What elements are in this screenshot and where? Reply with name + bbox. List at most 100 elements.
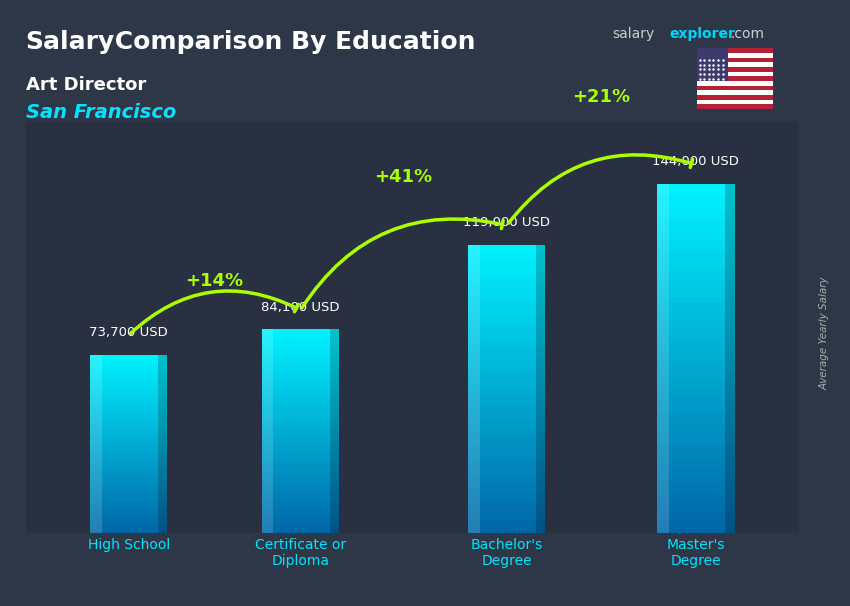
Bar	[468, 472, 546, 476]
Bar	[657, 319, 734, 324]
Bar	[90, 395, 167, 397]
Bar	[697, 58, 774, 62]
Bar	[262, 355, 339, 358]
Bar	[262, 429, 339, 431]
Bar	[262, 531, 339, 533]
Bar	[468, 400, 546, 404]
Bar	[90, 426, 167, 428]
Bar	[657, 485, 734, 490]
Bar	[90, 491, 167, 493]
Bar	[468, 291, 546, 295]
Bar	[468, 487, 546, 490]
Bar	[262, 421, 339, 424]
Bar	[657, 337, 734, 341]
Bar	[262, 396, 339, 398]
Bar	[468, 530, 546, 533]
Bar	[468, 339, 546, 342]
Text: .com: .com	[730, 27, 764, 41]
Bar	[657, 490, 734, 494]
Text: Average Yearly Salary: Average Yearly Salary	[819, 276, 830, 390]
Bar	[262, 385, 339, 388]
Bar	[468, 468, 546, 472]
Bar	[697, 86, 774, 90]
Bar	[90, 478, 167, 480]
Bar	[90, 531, 167, 533]
Bar	[90, 488, 167, 491]
Bar	[468, 465, 546, 468]
Bar	[657, 516, 734, 520]
Bar	[468, 483, 546, 487]
Bar	[262, 383, 339, 385]
Bar	[657, 438, 734, 442]
Bar	[262, 457, 339, 459]
Bar	[90, 464, 167, 466]
Bar	[262, 472, 339, 474]
Bar	[90, 458, 167, 459]
Bar	[262, 454, 339, 457]
Bar	[90, 361, 167, 364]
Bar	[262, 378, 339, 381]
Bar	[90, 417, 167, 419]
Bar	[90, 377, 167, 379]
Bar	[468, 281, 546, 284]
Bar	[262, 419, 339, 421]
Bar	[697, 48, 774, 53]
Bar	[262, 518, 339, 521]
Bar	[468, 346, 546, 350]
Bar	[657, 394, 734, 398]
Bar	[657, 193, 734, 198]
Bar	[262, 375, 339, 378]
Bar	[468, 476, 546, 479]
Bar	[262, 493, 339, 495]
Bar	[657, 184, 734, 188]
Bar	[468, 302, 546, 306]
Bar	[262, 347, 339, 350]
Bar	[262, 485, 339, 487]
Bar	[262, 521, 339, 523]
Bar	[657, 324, 734, 328]
Bar	[262, 487, 339, 490]
Bar	[468, 497, 546, 501]
Bar	[90, 406, 167, 408]
Bar	[262, 352, 339, 355]
Bar	[468, 364, 546, 367]
Bar	[468, 321, 546, 324]
Bar	[262, 447, 339, 449]
Bar	[697, 95, 774, 100]
Bar	[90, 446, 167, 448]
Bar	[262, 510, 339, 513]
Bar	[262, 411, 339, 413]
Bar	[262, 416, 339, 419]
Bar	[468, 519, 546, 522]
Bar	[468, 436, 546, 439]
Bar	[262, 342, 339, 345]
Bar	[90, 381, 167, 384]
Bar	[468, 450, 546, 454]
Bar	[657, 376, 734, 381]
Bar	[657, 446, 734, 450]
Bar	[657, 385, 734, 389]
Bar	[468, 259, 546, 263]
Bar	[468, 404, 546, 407]
Bar	[657, 503, 734, 507]
Bar	[90, 468, 167, 471]
Bar	[468, 447, 546, 450]
Bar	[468, 511, 546, 515]
Bar	[90, 435, 167, 438]
Text: 73,700 USD: 73,700 USD	[89, 326, 168, 339]
Bar	[262, 459, 339, 462]
Bar	[657, 481, 734, 485]
Bar	[90, 390, 167, 393]
Bar	[657, 280, 734, 285]
Bar	[262, 449, 339, 451]
Text: explorer: explorer	[669, 27, 734, 41]
Bar	[468, 284, 546, 288]
Bar	[262, 470, 339, 472]
Bar	[468, 378, 546, 382]
Bar	[90, 462, 167, 464]
Bar	[90, 500, 167, 502]
Text: salary: salary	[612, 27, 654, 41]
Bar	[262, 350, 339, 352]
Bar	[90, 495, 167, 498]
Bar	[262, 490, 339, 493]
